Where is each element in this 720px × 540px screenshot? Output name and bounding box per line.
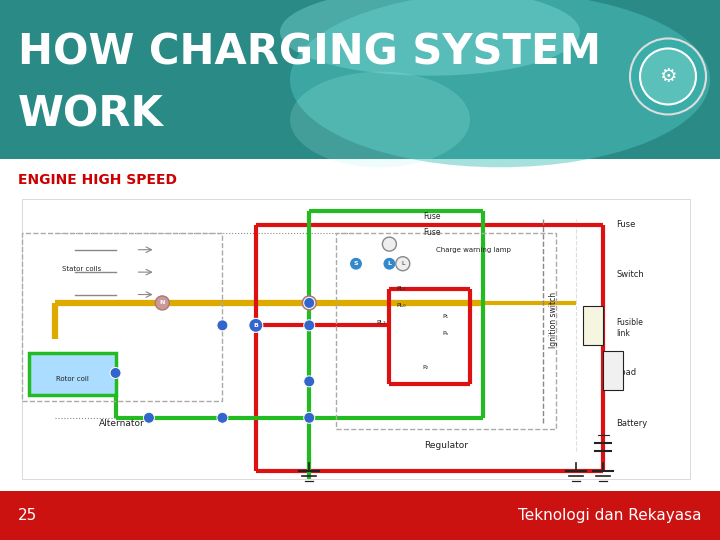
Text: L: L <box>401 261 405 266</box>
Text: Ignition switch: Ignition switch <box>549 292 557 348</box>
Text: Load: Load <box>616 368 636 377</box>
Text: N: N <box>160 300 165 306</box>
Text: S: S <box>354 261 359 266</box>
Text: Regulator: Regulator <box>424 441 468 450</box>
Circle shape <box>349 257 362 270</box>
Circle shape <box>143 412 154 423</box>
Text: PL₀: PL₀ <box>396 303 405 308</box>
Text: Pₙ: Pₙ <box>443 331 449 336</box>
Text: HOW CHARGING SYSTEM: HOW CHARGING SYSTEM <box>18 31 601 73</box>
Circle shape <box>304 298 315 308</box>
Text: Fuse: Fuse <box>423 228 441 238</box>
Text: Battery: Battery <box>616 419 648 428</box>
Circle shape <box>304 412 315 423</box>
Circle shape <box>156 296 169 310</box>
Circle shape <box>110 367 121 379</box>
Text: Rotor coil: Rotor coil <box>55 375 89 382</box>
Text: WORK: WORK <box>18 94 164 136</box>
Text: Fuse: Fuse <box>616 220 636 229</box>
Text: Fuse: Fuse <box>423 212 441 221</box>
Text: PL₂: PL₂ <box>376 320 386 325</box>
Text: ⚙: ⚙ <box>660 67 677 86</box>
Text: ENGINE HIGH SPEED: ENGINE HIGH SPEED <box>18 173 177 187</box>
Circle shape <box>304 320 315 331</box>
FancyBboxPatch shape <box>583 306 603 345</box>
Polygon shape <box>0 491 720 540</box>
FancyBboxPatch shape <box>603 350 624 390</box>
Circle shape <box>396 256 410 271</box>
Circle shape <box>383 257 396 270</box>
Circle shape <box>217 320 228 331</box>
Text: Charge warning lamp: Charge warning lamp <box>436 247 511 253</box>
Text: PL₁: PL₁ <box>396 286 405 292</box>
Text: Teknologi dan Rekayasa: Teknologi dan Rekayasa <box>518 508 702 523</box>
Circle shape <box>304 376 315 387</box>
Ellipse shape <box>290 0 710 167</box>
Text: B: B <box>253 323 258 328</box>
Text: P₂: P₂ <box>423 365 429 370</box>
Text: Switch: Switch <box>616 271 644 279</box>
Circle shape <box>249 319 263 332</box>
Polygon shape <box>0 159 720 491</box>
Circle shape <box>217 412 228 423</box>
Text: L: L <box>387 261 392 266</box>
FancyBboxPatch shape <box>29 353 115 395</box>
Text: Alternator: Alternator <box>99 419 145 428</box>
Circle shape <box>640 49 696 104</box>
Circle shape <box>630 38 706 114</box>
Ellipse shape <box>280 0 580 76</box>
Text: Fusible
link: Fusible link <box>616 319 644 338</box>
Circle shape <box>382 237 397 251</box>
Text: 25: 25 <box>18 508 37 523</box>
Polygon shape <box>0 0 720 159</box>
Ellipse shape <box>290 72 470 167</box>
FancyBboxPatch shape <box>22 199 690 480</box>
Text: P₁: P₁ <box>443 314 449 320</box>
Circle shape <box>302 296 316 310</box>
Text: N: N <box>307 300 312 306</box>
Text: Stator coils: Stator coils <box>62 266 102 272</box>
